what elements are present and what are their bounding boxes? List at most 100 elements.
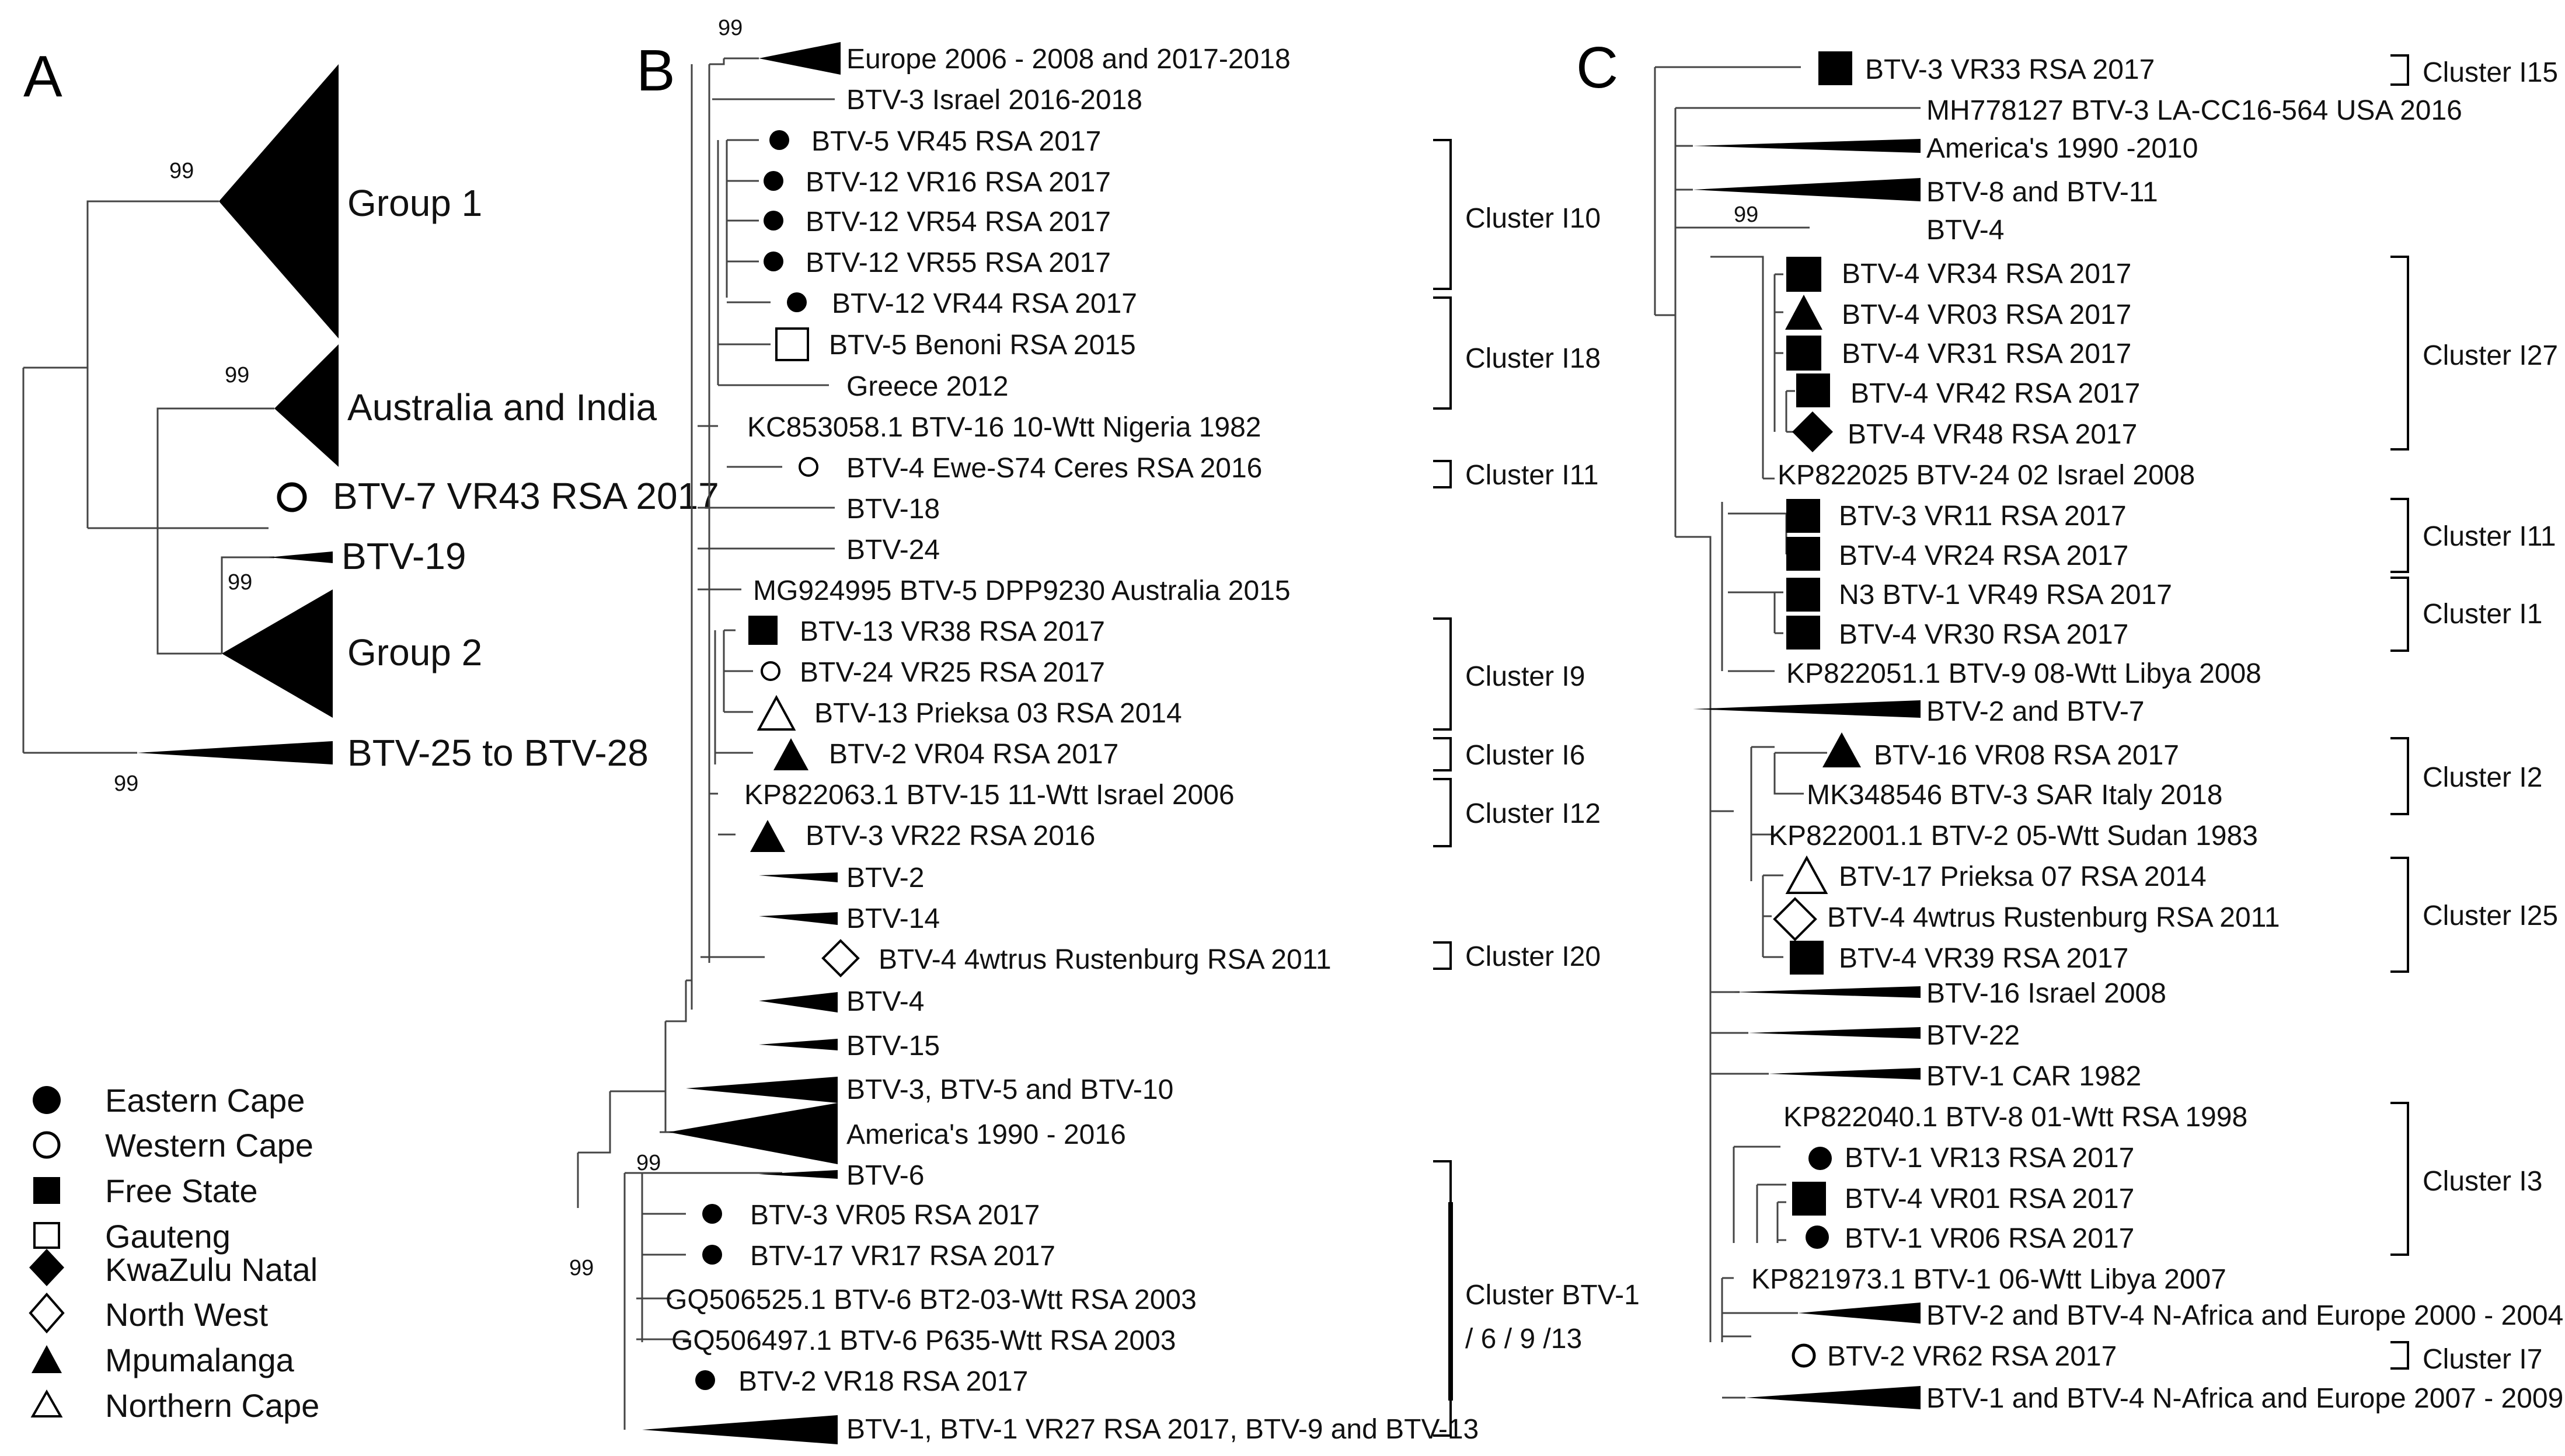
c-clade-btv1-car (1769, 1068, 1921, 1080)
b-branch (578, 1091, 611, 1154)
c-filled-square-icon (1792, 1182, 1826, 1216)
b-bracket-btv1 (1433, 1160, 1452, 1437)
c-bracket-i1 (2390, 577, 2409, 652)
c-clade-btv1-4-2007 (1745, 1386, 1921, 1409)
b-filled-circle-icon (764, 252, 783, 271)
b-leaf-label: BTV-3 VR22 RSA 2016 (806, 820, 1095, 851)
a-branch-aus (88, 407, 274, 529)
a-bootstrap: 99 (228, 570, 252, 595)
c-leaf-label: BTV-4 VR48 RSA 2017 (1848, 419, 2137, 450)
c-cluster-label: Cluster I27 (2423, 340, 2558, 371)
c-leaf-label: BTV-4 VR24 RSA 2017 (1839, 540, 2128, 571)
b-bootstrap: 99 (636, 1151, 661, 1175)
c-filled-square-icon (1786, 257, 1821, 292)
legend-label: Western Cape (105, 1127, 313, 1164)
b-leaf-label: BTV-24 VR25 RSA 2017 (800, 657, 1105, 688)
c-clade-btv2-7 (1693, 700, 1921, 718)
b-leaf-label: BTV-14 (846, 903, 940, 934)
b-leaf-lines (718, 343, 829, 386)
panel-b: B (569, 16, 1640, 1445)
b-leaf-label: BTV-13 Prieksa 03 RSA 2014 (814, 698, 1182, 729)
b-leaf-lines (727, 139, 771, 303)
c-leaf-label: BTV-4 4wtrus Rustenburg RSA 2011 (1827, 902, 2280, 933)
a-label-btv25: BTV-25 to BTV-28 (347, 732, 649, 774)
b-cluster-label: Cluster I9 (1465, 661, 1585, 692)
c-filled-triangle-icon (1822, 732, 1861, 767)
c-leaf-label: BTV-2 and BTV-7 (1926, 696, 2145, 727)
b-filled-circle-icon (787, 292, 807, 312)
c-leaf-label: BTV-4 VR42 RSA 2017 (1850, 378, 2140, 409)
c-leaf-label: BTV-1 VR06 RSA 2017 (1845, 1223, 2134, 1254)
b-leaf-lines (715, 629, 753, 754)
a-clade-aus-india (274, 344, 339, 467)
b-leaf-label: BTV-4 (846, 986, 924, 1017)
c-filled-square-icon (1790, 941, 1824, 975)
c-branch (1655, 108, 1677, 316)
c-leaf-label: MH778127 BTV-3 LA-CC16-564 USA 2016 (1926, 95, 2462, 126)
b-bracket-i9 (1433, 617, 1452, 731)
a-open-circle-icon (277, 482, 307, 512)
c-leaf-lines (1728, 591, 1783, 634)
legend-open-square-icon (33, 1222, 60, 1249)
c-filled-square-icon (1796, 373, 1830, 407)
b-bracket-i11 (1433, 460, 1452, 488)
b-branch (709, 58, 725, 65)
panel-c-label: C (1576, 35, 1618, 100)
b-open-circle-icon (799, 457, 818, 477)
b-leaf-lines (708, 792, 736, 836)
a-branch-group2 (156, 408, 222, 655)
c-leaf-label: BTV-2 VR62 RSA 2017 (1827, 1341, 2117, 1372)
c-filled-square-icon (1786, 537, 1820, 571)
a-clade-group1 (219, 64, 339, 338)
b-filled-triangle-icon (750, 820, 785, 852)
c-cluster-label: Cluster I3 (2423, 1166, 2542, 1197)
legend-label: Gauteng (105, 1218, 231, 1255)
legend-open-diamond-icon (29, 1292, 65, 1334)
c-branch (1750, 746, 1827, 881)
c-clade-americas (1693, 139, 1921, 153)
a-label-btv19: BTV-19 (341, 535, 466, 577)
c-branch (1733, 1146, 1786, 1243)
c-clade-btv22 (1748, 1027, 1921, 1039)
b-leaf-label: BTV-2 VR18 RSA 2017 (738, 1366, 1028, 1397)
b-leaf-label: BTV-1, BTV-1 VR27 RSA 2017, BTV-9 and BT… (846, 1414, 1479, 1445)
a-label-group2: Group 2 (347, 631, 482, 673)
b-lower-lines (636, 1213, 689, 1340)
b-leaf-label: Greece 2012 (846, 371, 1009, 402)
b-cluster-label: Cluster I20 (1465, 941, 1601, 972)
legend-filled-circle-icon (33, 1086, 61, 1114)
b-clade-americas (668, 1103, 838, 1164)
b-leaf-label: BTV-6 (846, 1160, 924, 1191)
legend-label: Northern Cape (105, 1387, 319, 1424)
legend-filled-square-icon (33, 1177, 60, 1204)
panel-a-label: A (23, 44, 62, 109)
b-bracket-i12 (1433, 778, 1452, 847)
c-filled-circle-icon (1806, 1225, 1829, 1249)
c-leaf-label: N3 BTV-1 VR49 RSA 2017 (1839, 579, 2172, 610)
b-leaf-label: BTV-3, BTV-5 and BTV-10 (846, 1074, 1173, 1105)
legend-label: Mpumalanga (105, 1342, 295, 1378)
c-leaf-label: BTV-16 VR08 RSA 2017 (1874, 740, 2179, 771)
b-clade-europe (759, 42, 841, 75)
c-leaf-label: BTV-4 VR01 RSA 2017 (1845, 1183, 2134, 1214)
c-leaf-label: BTV-4 VR03 RSA 2017 (1842, 299, 2131, 330)
b-leaf-label: BTV-4 4wtrus Rustenburg RSA 2011 (879, 944, 1332, 975)
c-leaf-label: BTV-3 VR11 RSA 2017 (1839, 501, 2127, 532)
legend-label: North West (105, 1296, 268, 1333)
c-leaf-lines (1775, 273, 1783, 354)
b-open-circle-icon (761, 661, 780, 681)
b-leaf-label: BTV-24 (846, 535, 940, 565)
a-label-group1: Group 1 (347, 182, 482, 224)
a-label-aus-india: Australia and India (347, 386, 657, 428)
b-clade-btv14 (759, 912, 838, 925)
b-bootstrap: 99 (718, 16, 743, 40)
c-leaf-lines (1675, 107, 1921, 229)
b-leaf-label: BTV-3 Israel 2016-2018 (846, 85, 1142, 116)
c-open-circle-icon (1792, 1343, 1816, 1368)
c-leaf-label: BTV-4 VR30 RSA 2017 (1839, 619, 2128, 650)
c-leaf-label: BTV-4 VR34 RSA 2017 (1842, 259, 2131, 289)
c-cluster-label: Cluster I7 (2423, 1344, 2542, 1375)
b-leaf-lines (698, 425, 835, 591)
b-leaf-label: KC853058.1 BTV-16 10-Wtt Nigeria 1982 (747, 412, 1261, 443)
